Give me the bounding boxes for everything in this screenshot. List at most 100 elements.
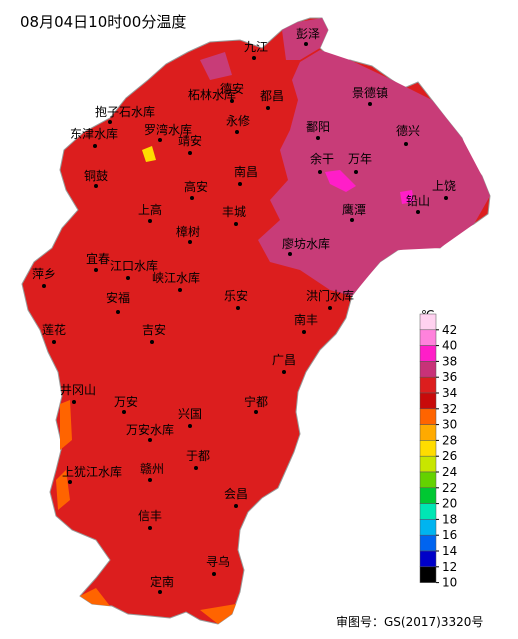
legend-swatch — [419, 471, 437, 489]
city-dot — [93, 144, 97, 148]
title: 08月04日10时00分温度 — [20, 13, 186, 31]
city-label: 信丰 — [138, 509, 162, 523]
city-dot — [404, 142, 408, 146]
legend-label: 16 — [442, 528, 457, 542]
city-label: 余干 — [310, 151, 334, 166]
legend-label: 30 — [442, 418, 457, 432]
city-label: 万安水库 — [126, 422, 174, 437]
city-dot — [235, 130, 239, 134]
city-label: 永修 — [226, 113, 250, 128]
city-dot — [188, 151, 192, 155]
legend-label: 12 — [442, 560, 457, 574]
legend-swatch — [419, 313, 437, 331]
city-label: 南丰 — [294, 312, 318, 327]
city-label: 峡江水库 — [152, 270, 200, 285]
legend-label: 18 — [442, 512, 457, 526]
city-dot — [72, 400, 76, 404]
city-label: 乐安 — [224, 288, 248, 303]
legend-swatch — [419, 424, 437, 441]
city-dot — [158, 590, 162, 594]
city-dot — [158, 138, 162, 142]
city-dot — [234, 504, 238, 508]
city-dot — [126, 276, 130, 280]
city-label: 会昌 — [224, 487, 248, 501]
city-label: 彭泽 — [296, 27, 320, 41]
city-label: 赣州 — [140, 462, 164, 476]
city-label: 宁都 — [244, 394, 268, 409]
city-label: 鄱阳 — [306, 120, 330, 134]
city-label: 安福 — [106, 290, 130, 305]
city-dot — [148, 526, 152, 530]
city-label: 鹰潭 — [342, 202, 366, 217]
city-dot — [108, 120, 112, 124]
city-dot — [188, 240, 192, 244]
city-label: 抱子石水库 — [95, 104, 155, 119]
legend-label: 20 — [442, 497, 457, 511]
city-label: 宜春 — [86, 251, 110, 266]
city-label: 于都 — [186, 449, 210, 463]
city-dot — [328, 306, 332, 310]
legend-swatch — [419, 392, 437, 410]
city-label: 定南 — [150, 574, 174, 589]
legend-label: 36 — [442, 370, 457, 384]
city-label: 洪门水库 — [306, 288, 354, 303]
legend-swatch — [419, 345, 437, 362]
city-label: 上饶 — [432, 179, 456, 193]
city-dot — [116, 310, 120, 314]
legend-swatch — [419, 455, 437, 473]
legend-label: 40 — [442, 339, 457, 353]
city-dot — [304, 42, 308, 46]
city-label: 寻乌 — [206, 554, 230, 569]
city-dot — [302, 330, 306, 334]
city-dot — [318, 170, 322, 174]
city-dot — [230, 99, 234, 103]
city-label: 广昌 — [272, 353, 296, 367]
city-dot — [236, 306, 240, 310]
city-label: 萍乡 — [32, 267, 56, 281]
legend-swatch — [419, 361, 437, 378]
city-label: 江口水库 — [110, 258, 158, 273]
city-dot — [288, 252, 292, 256]
city-dot — [212, 572, 216, 576]
legend-swatch — [419, 503, 437, 520]
legend-swatch — [419, 566, 437, 583]
city-label: 上高 — [138, 202, 162, 217]
city-label: 景德镇 — [352, 85, 388, 100]
city-dot — [94, 268, 98, 272]
city-dot — [234, 222, 238, 226]
city-dot — [416, 210, 420, 214]
city-dot — [354, 170, 358, 174]
city-label: 莲花 — [42, 322, 66, 337]
city-dot — [194, 466, 198, 470]
city-label: 德安 — [220, 81, 244, 96]
city-dot — [266, 106, 270, 110]
city-label: 靖安 — [178, 133, 202, 148]
legend-swatch — [419, 408, 437, 425]
city-dot — [148, 219, 152, 223]
legend-label: 22 — [442, 481, 457, 495]
legend-swatch — [419, 534, 437, 552]
city-dot — [190, 196, 194, 200]
city-dot — [350, 218, 354, 222]
city-label: 吉安 — [142, 322, 166, 337]
city-label: 东津水库 — [70, 126, 118, 141]
legend-label: 14 — [442, 544, 457, 558]
very-hot-spots — [325, 170, 414, 204]
legend-label: 24 — [442, 465, 457, 479]
legend-label: 32 — [442, 402, 457, 416]
city-label: 南昌 — [234, 164, 258, 179]
city-dot — [148, 478, 152, 482]
legend-label: 38 — [442, 354, 457, 368]
city-dot — [178, 288, 182, 292]
city-dot — [316, 136, 320, 140]
city-label: 丰城 — [222, 205, 246, 219]
city-dot — [150, 340, 154, 344]
city-dot — [94, 184, 98, 188]
city-dot — [52, 340, 56, 344]
city-dot — [252, 56, 256, 60]
city-label: 九江 — [244, 40, 268, 54]
city-label: 都昌 — [260, 89, 284, 103]
city-dot — [42, 284, 46, 288]
